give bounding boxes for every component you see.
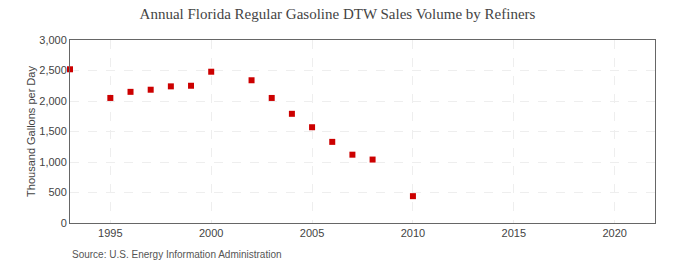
- svg-text:2000: 2000: [199, 227, 223, 239]
- svg-text:Thousand Gallons per Day: Thousand Gallons per Day: [25, 66, 37, 197]
- svg-text:2010: 2010: [401, 227, 425, 239]
- svg-text:2005: 2005: [300, 227, 324, 239]
- svg-text:2015: 2015: [502, 227, 526, 239]
- svg-text:1,000: 1,000: [39, 156, 67, 168]
- svg-text:3,000: 3,000: [39, 34, 67, 46]
- svg-text:Source: U.S. Energy Informatio: Source: U.S. Energy Information Administ…: [72, 249, 282, 260]
- svg-text:Annual Florida Regular Gasolin: Annual Florida Regular Gasoline DTW Sale…: [140, 6, 536, 22]
- svg-text:2020: 2020: [602, 227, 626, 239]
- svg-text:2,500: 2,500: [39, 64, 67, 76]
- svg-text:500: 500: [48, 186, 66, 198]
- svg-text:0: 0: [61, 217, 67, 229]
- svg-text:1,500: 1,500: [39, 125, 67, 137]
- svg-text:2,000: 2,000: [39, 95, 67, 107]
- svg-text:1995: 1995: [98, 227, 122, 239]
